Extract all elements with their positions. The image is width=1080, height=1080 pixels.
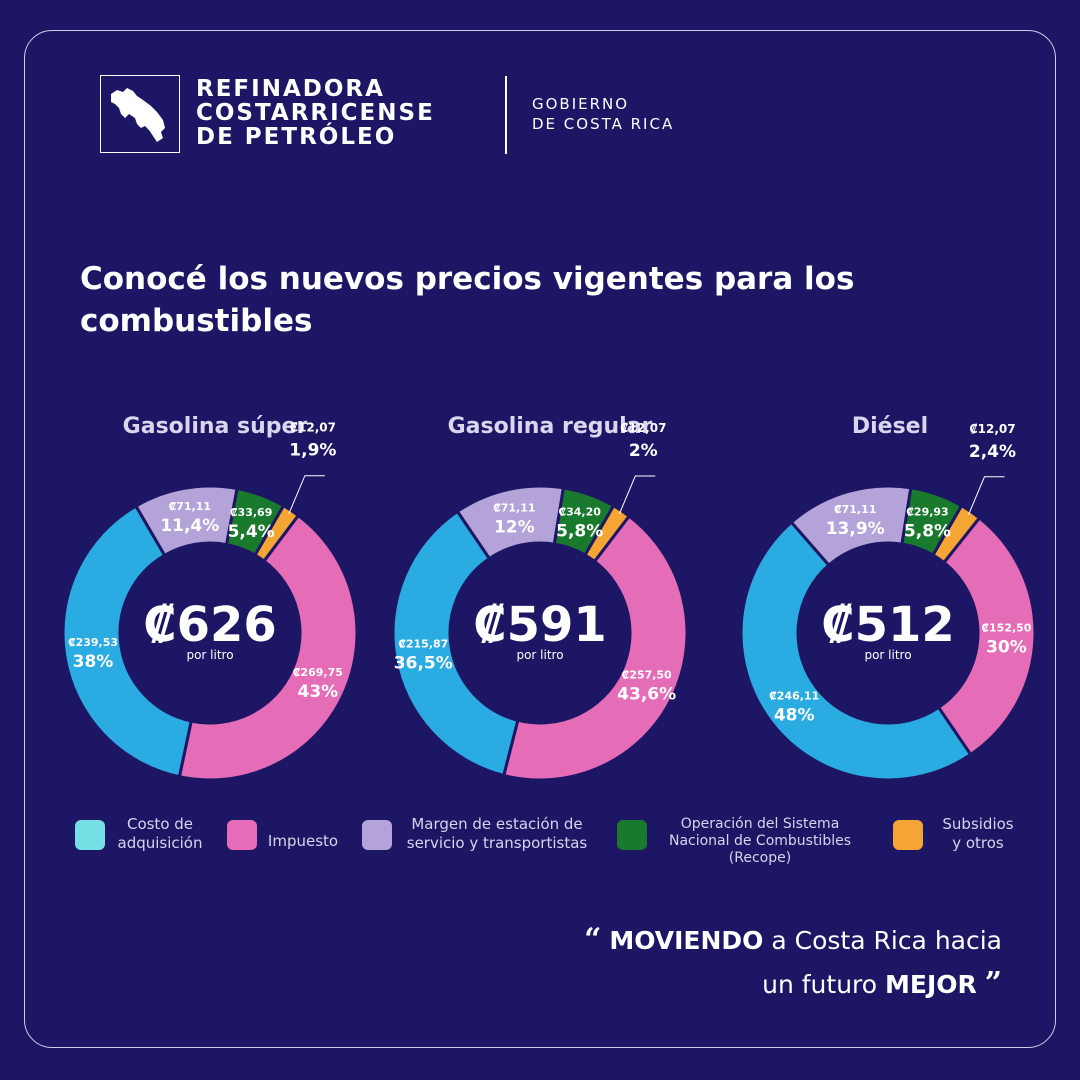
total-unit: por litro [864, 648, 911, 662]
tagline-strong: MOVIENDO [609, 926, 764, 955]
legend-swatch [362, 820, 392, 850]
total-unit: por litro [186, 648, 233, 662]
data-label-percent: 5,8% [904, 521, 951, 541]
org-name: REFINADORA COSTARRICENSE DE PETRÓLEO [196, 77, 435, 149]
data-label-percent: 38% [73, 652, 114, 672]
data-label-value: ₡215,87 [398, 637, 448, 650]
legend-label-line: Costo de [126, 815, 194, 833]
data-label-percent: 30% [986, 637, 1027, 657]
data-label-value: ₡71,11 [169, 500, 211, 513]
data-label-value: ₡34,20 [558, 505, 601, 518]
legend-label: Margen de estación de servicio y transpor… [397, 815, 597, 853]
data-label-percent: 48% [774, 705, 815, 725]
total-price: ₡626 [143, 597, 277, 653]
open-quote-icon: “ [584, 922, 602, 957]
slice-impuesto [501, 514, 689, 782]
data-label-percent: 12% [494, 517, 535, 537]
slice-recope [900, 486, 964, 558]
legend-label-line: servicio y transportistas [406, 834, 588, 852]
org-name-line: COSTARRICENSE [196, 100, 435, 126]
slice-adquisicion [61, 503, 194, 779]
data-label-percent: 36,5% [394, 653, 453, 673]
data-label-percent: 13,9% [826, 519, 885, 539]
legend-swatch [893, 820, 923, 850]
legend-swatch [227, 820, 257, 850]
data-label-value: ₡269,75 [293, 666, 343, 679]
data-label-value: ₡12,07 [969, 422, 1015, 436]
slice-recope [224, 486, 286, 558]
data-label-value: ₡29,93 [906, 505, 948, 518]
tagline-strong: MEJOR [885, 970, 977, 999]
org-name-line: REFINADORA [196, 76, 385, 102]
data-label-percent: 5,8% [556, 521, 603, 541]
legend-swatch [617, 820, 647, 850]
data-label-value: ₡257,50 [622, 669, 672, 682]
slice-recope [552, 486, 616, 558]
slice-impuesto [177, 513, 359, 782]
data-label-value: ₡71,11 [493, 501, 535, 514]
data-label-percent: 5,4% [228, 522, 275, 542]
legend-label-line: adquisición [117, 834, 203, 852]
legend-label: Subsidios y otros [928, 815, 1028, 853]
legend-label-line: Subsidios [942, 815, 1014, 833]
tagline-line-1: “ MOVIENDO a Costa Rica hacia [302, 922, 1002, 957]
data-label-percent: 43% [297, 682, 338, 702]
data-label-percent: 2% [629, 441, 658, 461]
data-label-value: ₡246,11 [769, 689, 819, 702]
legend-label: Operación del Sistema Nacional de Combust… [655, 816, 865, 867]
data-label-percent: 43,6% [617, 685, 676, 705]
legend-label-line: (Recope) [728, 850, 792, 866]
header-divider [505, 76, 507, 154]
tagline-text: a Costa Rica hacia [763, 926, 1002, 955]
tagline-text: un futuro [762, 970, 886, 999]
data-label-percent: 1,9% [289, 441, 336, 461]
data-label-value: ₡152,50 [981, 621, 1031, 634]
gov-name: GOBIERNO DE COSTA RICA [532, 94, 674, 134]
costa-rica-map-icon [111, 88, 165, 142]
tagline-line-2: un futuro MEJOR ” [302, 966, 1002, 1001]
page-title: Conocé los nuevos precios vigentes para … [80, 261, 855, 339]
leader-line [288, 475, 325, 514]
slice-adquisicion [739, 520, 973, 782]
logo [100, 75, 180, 153]
data-label-value: ₡239,53 [68, 636, 118, 649]
card-frame [24, 30, 1056, 1048]
data-label-value: ₡71,11 [834, 503, 876, 516]
legend-label-line: Impuesto [267, 832, 339, 850]
legend-label-line: Margen de estación de [411, 815, 583, 833]
legend-label-line: Nacional de Combustibles [668, 833, 852, 849]
legend-label-line: Operación del Sistema [680, 816, 840, 832]
legend-label-line: y otros [952, 834, 1004, 852]
data-label-percent: 11,4% [160, 516, 219, 536]
data-label-value: ₡33,69 [230, 506, 272, 519]
close-quote-icon: ” [984, 966, 1002, 1001]
legend-label: Impuesto [262, 832, 344, 851]
legend-swatch [75, 820, 105, 850]
leader-line [968, 476, 1005, 515]
chart-title-regular: Gasolina regular [447, 414, 653, 439]
total-price: ₡591 [473, 597, 607, 653]
data-label-percent: 2,4% [969, 442, 1016, 462]
chart-title-super: Gasolina súper [122, 414, 308, 439]
data-label-value: ₡12,07 [620, 421, 666, 435]
data-label-value: ₡12,07 [290, 421, 336, 435]
org-name-line: DE PETRÓLEO [196, 124, 397, 150]
total-unit: por litro [516, 648, 563, 662]
chart-title-diesel: Diésel [851, 414, 929, 439]
gov-name-line: GOBIERNO [532, 95, 630, 113]
gov-name-line: DE COSTA RICA [532, 115, 675, 133]
slice-adquisicion [391, 509, 520, 778]
total-price: ₡512 [821, 597, 955, 653]
legend-label: Costo de adquisición [110, 815, 210, 853]
slice-impuesto [936, 515, 1037, 757]
leader-line [618, 475, 656, 515]
